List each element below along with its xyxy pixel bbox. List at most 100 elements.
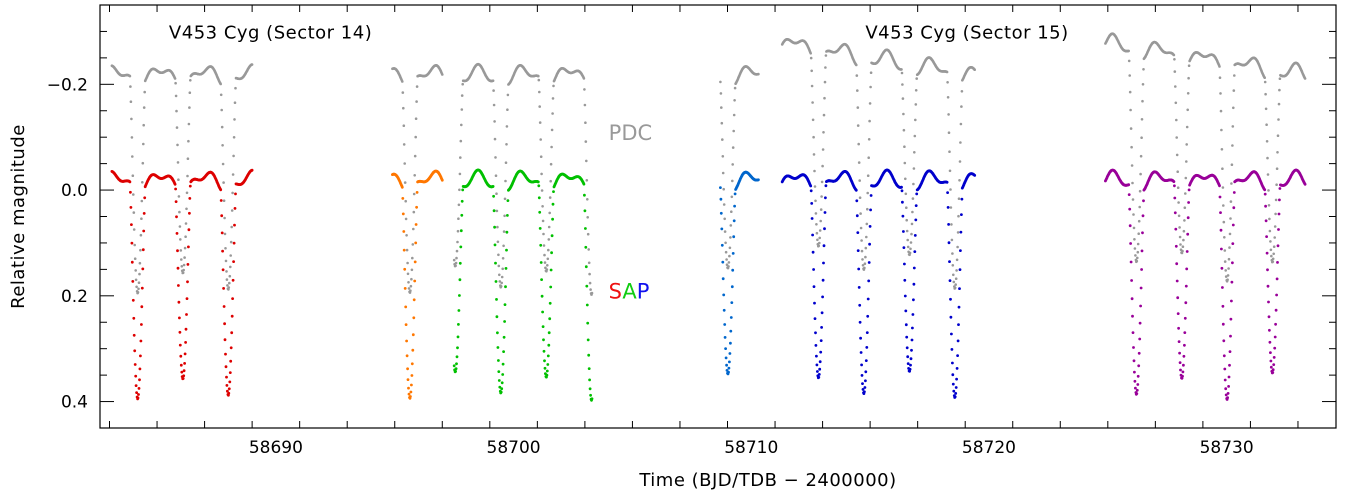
sap-point [868,242,871,246]
sap-point [1174,244,1178,248]
sap-point [176,266,180,270]
sap-point [1181,370,1185,374]
pdc-point [455,249,459,253]
sap-series [780,168,977,399]
sap-point [497,379,501,382]
sap-point [549,285,553,289]
pdc-point [820,195,823,198]
pdc-point [493,120,496,123]
sap-point [723,336,727,339]
pdc-point [128,74,132,78]
pdc-point [724,241,727,245]
pdc-point [584,121,587,124]
pdc-point [722,203,726,206]
sap-point [810,217,814,220]
pdc-point [1226,278,1229,282]
pdc-point [184,222,188,225]
pdc-point [1269,248,1273,252]
pdc-point [130,136,134,139]
pdc-point [818,229,822,232]
sap-point [498,385,502,389]
sap-point [188,211,191,215]
sap-point [232,241,236,245]
sap-point [543,366,547,370]
sap-point [1221,304,1225,308]
sap-point [1220,266,1224,270]
pdc-point [583,88,586,91]
sap-point [1185,267,1189,271]
sap-point [502,335,506,339]
pdc-point [960,90,964,93]
pdc-point [552,84,555,88]
sap-point [960,197,964,201]
sap-point [493,243,497,247]
pdc-point [723,230,727,233]
sap-point [950,332,953,336]
sap-point [492,209,496,213]
pdc-point [457,203,461,207]
pdc-point [1133,247,1137,250]
sap-point [722,308,726,312]
sap-point [818,367,822,371]
sap-point [903,278,907,282]
pdc-point [951,252,954,255]
sap-point [226,389,229,393]
pdc-point [950,238,954,242]
pdc-point [818,236,821,240]
pdc-point [809,56,813,60]
sap-point [1135,388,1139,392]
pdc-point [182,263,186,267]
sap-point [224,365,228,369]
sap-series [110,168,254,401]
pdc-series [1104,32,1307,283]
pdc-series [719,65,760,270]
sap-point [725,363,728,367]
pdc-point [1179,243,1182,246]
pdc-point [1175,118,1178,122]
sap-point [1135,392,1139,395]
sap-point [951,373,955,377]
sap-point [222,287,226,290]
pdc-point [138,261,142,265]
axis-ticks: 58690 58700 58710 58720 58730 −0.2 0.0 0.2 0.4 [47,5,1336,458]
sap-point [869,208,872,212]
pdc-point [1187,76,1190,80]
sap-point [134,384,138,387]
sap-point [864,370,868,374]
pdc-point [1185,143,1188,146]
sap-point [1182,363,1185,367]
pdc-point [863,266,866,270]
sap-point [494,280,498,283]
pdc-point [1269,240,1272,243]
sap-point [815,354,818,358]
pdc-point [441,73,444,76]
sap-point [757,178,760,182]
sap-point [501,373,505,376]
pdc-point [733,86,737,90]
pdc-point [404,199,408,203]
pdc-point [1275,183,1278,186]
pdc-point [1231,144,1234,147]
sap-point [1183,331,1187,334]
pdc-point [1131,181,1134,185]
pdc-point [904,192,908,196]
sap-point [545,369,549,373]
sap-point [814,344,818,347]
sap-point [541,310,544,314]
pdc-point [1173,70,1177,73]
sap-point [820,326,823,329]
pdc-point [406,272,410,276]
pdc-point [1272,252,1275,256]
pdc-point [721,171,725,175]
pdc-point [731,179,734,183]
pdc-point [1139,172,1142,176]
sap-point [820,311,824,315]
pdc-point [226,284,229,287]
sap-point [952,389,956,393]
sap-point [960,213,963,217]
pdc-point [460,94,464,97]
pdc-point [187,122,191,126]
sap-point [494,261,497,265]
sap-point [407,392,411,396]
sap-point [459,245,463,249]
